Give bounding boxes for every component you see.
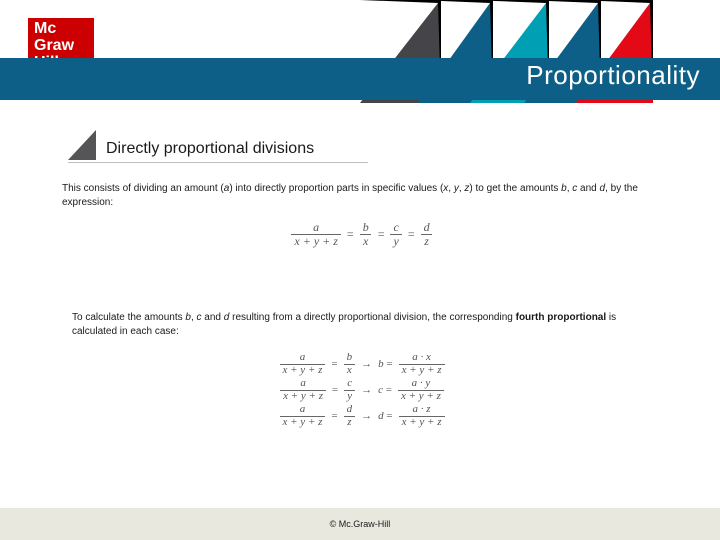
frac-mid: dz	[344, 404, 356, 428]
body-content: This consists of dividing an amount (a) …	[62, 182, 662, 430]
frac-right: a · yx + y + z	[398, 378, 444, 402]
frac-2: bx	[360, 221, 372, 247]
frac-mid: cy	[344, 378, 355, 402]
frac-1: ax + y + z	[291, 221, 341, 247]
frac-4: dz	[421, 221, 433, 247]
frac-mid: bx	[344, 352, 356, 376]
eq-sign: =	[378, 226, 385, 242]
arrow-icon: →	[361, 357, 372, 372]
equation-1: ax + y + z = bx = cy = dz	[62, 221, 662, 247]
equation-2-row: ax + y + z = cy → c = a · yx + y + z	[62, 378, 662, 402]
equation-2: ax + y + z=bx → b =a · xx + y + zax + y …	[62, 352, 662, 428]
frac-left: ax + y + z	[280, 352, 326, 376]
frac-3: cy	[390, 221, 401, 247]
eq-sign: =	[331, 357, 337, 372]
and1: and	[577, 183, 599, 194]
eq-sign: =	[332, 383, 338, 398]
arrow-icon: →	[361, 383, 372, 398]
logo-line1: Mc	[34, 20, 88, 37]
subtitle: Directly proportional divisions	[106, 140, 314, 160]
eq-sign: =	[331, 409, 337, 424]
p1-a: This consists of dividing an amount (	[62, 183, 224, 194]
paragraph-1: This consists of dividing an amount (a) …	[62, 182, 662, 209]
eq-sign: =	[408, 226, 415, 242]
out-var: d =	[378, 409, 392, 424]
out-var: b =	[378, 357, 392, 372]
eq-sign: =	[347, 226, 354, 242]
equation-2-row: ax + y + z = dz → d = a · zx + y + z	[62, 404, 662, 428]
footer-text: © Mc.Graw-Hill	[330, 519, 391, 529]
p2-b: resulting from a directly proportional d…	[229, 312, 515, 323]
p1-b: ) into directly proportion parts in spec…	[229, 183, 443, 194]
equation-2-row: ax + y + z = bx → b = a · xx + y + z	[62, 352, 662, 376]
frac-right: a · zx + y + z	[399, 404, 445, 428]
subtitle-triangle-icon	[68, 130, 96, 160]
out-var: c =	[378, 383, 392, 398]
paragraph-2: To calculate the amounts b, c and d resu…	[72, 311, 662, 338]
p2-a: To calculate the amounts	[72, 312, 185, 323]
subtitle-row: Directly proportional divisions	[68, 130, 368, 163]
footer: © Mc.Graw-Hill	[0, 508, 720, 540]
p1-c: ) to get the amounts	[469, 183, 561, 194]
and2: and	[202, 312, 224, 323]
logo-line2: Graw	[34, 37, 88, 54]
frac-left: ax + y + z	[280, 404, 326, 428]
frac-left: ax + y + z	[280, 378, 326, 402]
arrow-icon: →	[361, 409, 372, 424]
p2-bold: fourth proportional	[516, 312, 607, 323]
page-title: Proportionality	[526, 60, 700, 91]
frac-right: a · xx + y + z	[399, 352, 445, 376]
